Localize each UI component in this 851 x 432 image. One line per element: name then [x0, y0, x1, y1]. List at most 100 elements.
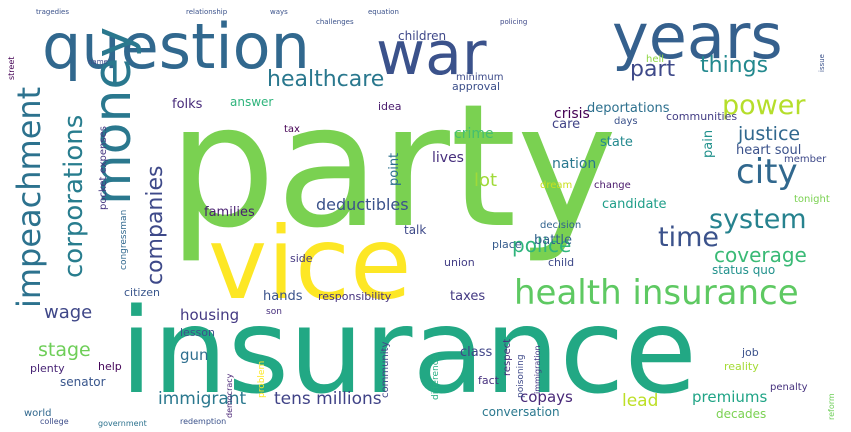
- word-years: years: [612, 0, 783, 73]
- word-redemption: redemption: [180, 417, 226, 426]
- word-war: war: [376, 19, 487, 89]
- word-place: place: [492, 238, 522, 251]
- word-children: children: [398, 29, 446, 43]
- word-citizen: citizen: [124, 286, 160, 299]
- word-problem: problem: [257, 361, 267, 398]
- word-job: job: [741, 346, 759, 359]
- word-police: police: [512, 233, 571, 257]
- word-hell: hell: [646, 54, 664, 65]
- word-taxes: taxes: [450, 289, 485, 304]
- word-communities: communities: [666, 110, 737, 123]
- word-justice: justice: [737, 123, 800, 145]
- word-candidate: candidate: [602, 197, 667, 212]
- word-part: part: [630, 57, 675, 82]
- word-help: help: [98, 360, 122, 373]
- word-street: street: [7, 57, 16, 80]
- word-minimum: minimum: [456, 72, 503, 83]
- word-reform: reform: [827, 393, 836, 420]
- word-impeachment: impeachment: [10, 87, 48, 308]
- word-corporations: corporations: [59, 115, 89, 278]
- word-families: families: [204, 205, 255, 220]
- word-system: system: [709, 204, 807, 235]
- word-care: care: [552, 117, 580, 132]
- word-lesson: lesson: [180, 326, 215, 339]
- word-crisis: crisis: [554, 106, 590, 122]
- word-relationship: relationship: [186, 8, 228, 16]
- word-conversation: conversation: [482, 405, 560, 419]
- word-policing: policing: [500, 18, 527, 26]
- word-gun: gun: [180, 346, 209, 364]
- word-deportations: deportations: [587, 101, 670, 116]
- word-days: days: [614, 116, 638, 127]
- word-lead: lead: [622, 391, 658, 411]
- word-fact: fact: [478, 374, 500, 387]
- word-idea: idea: [378, 100, 402, 113]
- word-talk: talk: [404, 223, 426, 237]
- word-senator: senator: [60, 375, 106, 389]
- word-son: son: [266, 307, 282, 317]
- word-union: union: [444, 256, 475, 269]
- word-tonight: tonight: [794, 194, 830, 205]
- word-democracy: democracy: [225, 373, 234, 418]
- word-responsibility: responsibility: [318, 290, 392, 303]
- word-crime: crime: [454, 126, 494, 142]
- word-companies: companies: [143, 166, 168, 286]
- word-answer: answer: [230, 95, 273, 109]
- word-question: question: [42, 10, 310, 83]
- word-lot: lot: [474, 170, 497, 191]
- word-respect: respect: [502, 339, 513, 376]
- word-health-insurance: health insurance: [514, 273, 799, 313]
- word-state: state: [600, 135, 633, 150]
- word-dream: dream: [540, 180, 572, 191]
- word-copays: copays: [520, 388, 573, 406]
- word-government: government: [98, 419, 147, 428]
- word-party: party: [168, 68, 617, 266]
- word-community: community: [380, 342, 391, 398]
- word-decades: decades: [716, 407, 766, 421]
- word-world: world: [24, 408, 52, 419]
- word-change: change: [594, 180, 631, 191]
- word-housing: housing: [180, 306, 239, 324]
- word-battle: battle: [534, 233, 572, 248]
- word-approval: approval: [452, 80, 500, 93]
- word-equation: equation: [368, 8, 399, 16]
- word-folks: folks: [172, 97, 203, 112]
- word-immigrant: immigrant: [158, 389, 247, 409]
- word-pocket-expenses: pocket expenses: [98, 126, 109, 210]
- word-challenges: challenges: [316, 18, 354, 26]
- word-wage: wage: [44, 302, 92, 323]
- word-heart-soul: heart soul: [736, 143, 801, 158]
- word-vice: vice: [208, 205, 411, 322]
- word-lives: lives: [432, 150, 464, 166]
- word-issue: issue: [818, 54, 826, 72]
- word-coverage: coverage: [714, 243, 807, 267]
- word-money: money: [83, 27, 143, 205]
- word-plenty: plenty: [30, 362, 65, 375]
- word-status-quo: status quo: [712, 263, 775, 277]
- word-insurance: insurance: [120, 282, 697, 420]
- word-stage: stage: [38, 339, 91, 361]
- word-immigration: immigration: [533, 345, 542, 394]
- word-tragedies: tragedies: [36, 8, 69, 16]
- word-pain: pain: [701, 130, 716, 158]
- word-city: city: [736, 152, 798, 192]
- word-point: point: [387, 153, 402, 186]
- word-nation: nation: [552, 156, 596, 172]
- word-decision: decision: [540, 220, 581, 231]
- word-hands: hands: [263, 289, 303, 304]
- word-child: child: [548, 256, 574, 269]
- word-college: college: [40, 417, 69, 426]
- word-congressman: congressman: [119, 210, 129, 270]
- word-premiums: premiums: [692, 388, 767, 406]
- word-things: things: [700, 53, 768, 78]
- word-poisoning: poisoning: [516, 354, 526, 398]
- word-tens-millions: tens millions: [274, 389, 382, 409]
- word-tax: tax: [284, 124, 300, 135]
- word-difference: difference: [431, 354, 441, 400]
- word-name: name: [88, 58, 108, 66]
- word-deductibles: deductibles: [316, 195, 409, 214]
- word-member: member: [784, 154, 827, 165]
- word-healthcare: healthcare: [267, 67, 384, 92]
